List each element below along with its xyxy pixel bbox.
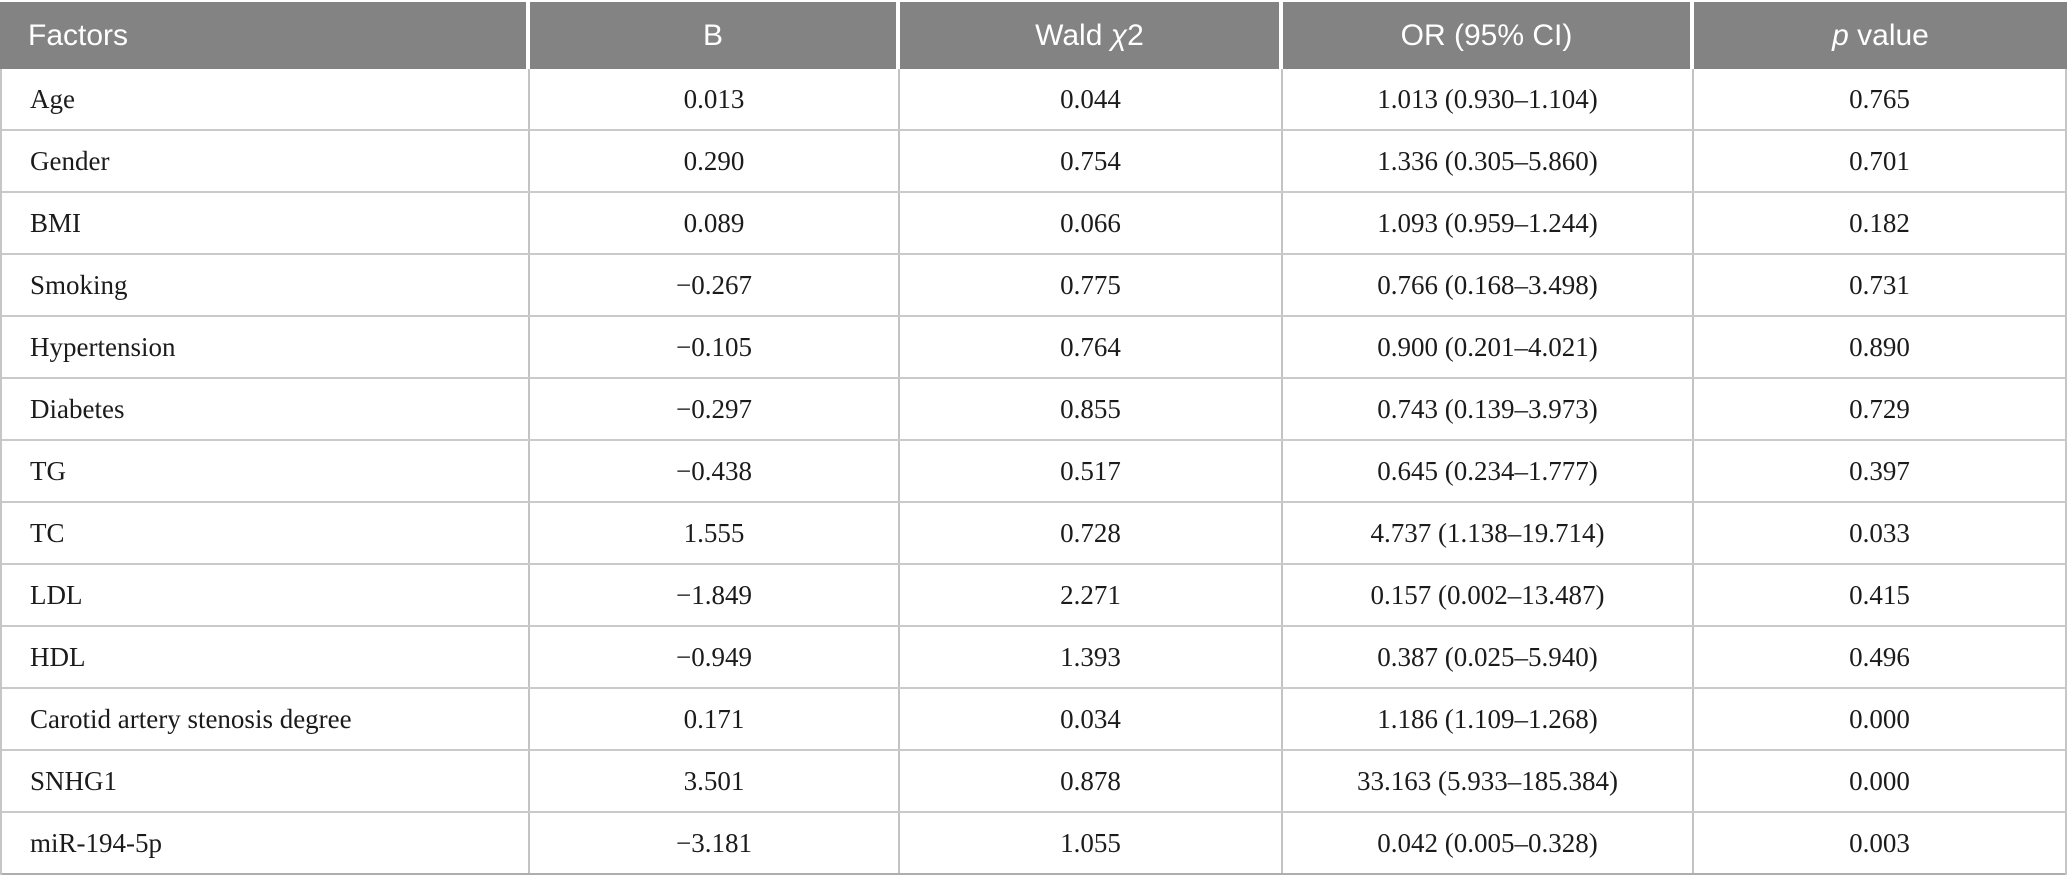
factor-cell: Hypertension	[2, 317, 530, 377]
header-p-value: p value	[1694, 2, 2067, 69]
header-p-rest: value	[1848, 18, 1929, 52]
wald-cell: 0.066	[900, 193, 1283, 253]
table-row: TC 1.555 0.728 4.737 (1.138–19.714) 0.03…	[2, 503, 2065, 565]
wald-cell: 0.855	[900, 379, 1283, 439]
factor-cell: TC	[2, 503, 530, 563]
p-value-cell: 0.731	[1849, 269, 1910, 300]
b-cell: 1.555	[530, 503, 900, 563]
b-cell: −1.849	[530, 565, 900, 625]
header-wald-prefix: Wald	[1035, 18, 1111, 52]
factor-cell: SNHG1	[2, 751, 530, 811]
factor-cell: TG	[2, 441, 530, 501]
b-cell: −3.181	[530, 813, 900, 873]
wald-cell: 0.034	[900, 689, 1283, 749]
wald-cell: 0.764	[900, 317, 1283, 377]
or-ci-cell: 1.013 (0.930–1.104)	[1283, 69, 1694, 129]
p-value-cell: 0.000	[1849, 703, 1910, 734]
table-row: BMI 0.089 0.066 1.093 (0.959–1.244) 0.18…	[2, 193, 2065, 255]
table-row: HDL −0.949 1.393 0.387 (0.025–5.940) 0.4…	[2, 627, 2065, 689]
factor-cell: Gender	[2, 131, 530, 191]
wald-cell: 1.055	[900, 813, 1283, 873]
wald-cell: 2.271	[900, 565, 1283, 625]
header-b-label: B	[702, 18, 723, 52]
header-or-ci-label: OR (95% CI)	[1400, 18, 1573, 52]
wald-cell: 0.878	[900, 751, 1283, 811]
b-cell: −0.949	[530, 627, 900, 687]
table-body: Age 0.013 0.044 1.013 (0.930–1.104) 0.76…	[0, 69, 2067, 875]
header-p-italic: p	[1832, 18, 1849, 52]
b-cell: 3.501	[530, 751, 900, 811]
table-row: LDL −1.849 2.271 0.157 (0.002–13.487) 0.…	[2, 565, 2065, 627]
header-wald-chi-glyph: χ	[1110, 18, 1128, 52]
wald-cell: 0.517	[900, 441, 1283, 501]
p-value-cell: 0.729	[1849, 393, 1910, 424]
header-factors: Factors	[0, 2, 530, 69]
table-row: Gender 0.290 0.754 1.336 (0.305–5.860) 0…	[2, 131, 2065, 193]
b-cell: 0.013	[530, 69, 900, 129]
table-row: Diabetes −0.297 0.855 0.743 (0.139–3.973…	[2, 379, 2065, 441]
p-value-cell: 0.033	[1849, 517, 1910, 548]
table-row: Hypertension −0.105 0.764 0.900 (0.201–4…	[2, 317, 2065, 379]
p-value-cell: 0.701	[1849, 145, 1910, 176]
factor-cell: miR-194-5p	[2, 813, 530, 873]
b-cell: 0.290	[530, 131, 900, 191]
table-row: SNHG1 3.501 0.878 33.163 (5.933–185.384)…	[2, 751, 2065, 813]
factor-cell: Age	[2, 69, 530, 129]
p-value-cell: 0.765	[1849, 83, 1910, 114]
wald-cell: 0.728	[900, 503, 1283, 563]
or-ci-cell: 0.766 (0.168–3.498)	[1283, 255, 1694, 315]
b-cell: −0.105	[530, 317, 900, 377]
factor-cell: BMI	[2, 193, 530, 253]
or-ci-cell: 1.186 (1.109–1.268)	[1283, 689, 1694, 749]
p-value-cell: 0.000	[1849, 765, 1910, 796]
p-value-cell: 0.397	[1849, 455, 1910, 486]
b-cell: 0.171	[530, 689, 900, 749]
or-ci-cell: 4.737 (1.138–19.714)	[1283, 503, 1694, 563]
factor-cell: Carotid artery stenosis degree	[2, 689, 530, 749]
factor-cell: Smoking	[2, 255, 530, 315]
p-value-cell: 0.003	[1849, 827, 1910, 858]
or-ci-cell: 0.387 (0.025–5.940)	[1283, 627, 1694, 687]
or-ci-cell: 0.645 (0.234–1.777)	[1283, 441, 1694, 501]
wald-cell: 1.393	[900, 627, 1283, 687]
b-cell: −0.267	[530, 255, 900, 315]
table-row: miR-194-5p −3.181 1.055 0.042 (0.005–0.3…	[2, 813, 2065, 875]
b-cell: 0.089	[530, 193, 900, 253]
table-row: TG −0.438 0.517 0.645 (0.234–1.777) 0.39…	[2, 441, 2065, 503]
p-value-cell: 0.182	[1849, 207, 1910, 238]
p-value-cell: 0.890	[1849, 331, 1910, 362]
factor-cell: Diabetes	[2, 379, 530, 439]
table-row: Carotid artery stenosis degree 0.171 0.0…	[2, 689, 2065, 751]
or-ci-cell: 1.336 (0.305–5.860)	[1283, 131, 1694, 191]
factor-cell: LDL	[2, 565, 530, 625]
or-ci-cell: 1.093 (0.959–1.244)	[1283, 193, 1694, 253]
or-ci-cell: 0.042 (0.005–0.328)	[1283, 813, 1694, 873]
or-ci-cell: 0.900 (0.201–4.021)	[1283, 317, 1694, 377]
or-ci-cell: 0.743 (0.139–3.973)	[1283, 379, 1694, 439]
table-row: Age 0.013 0.044 1.013 (0.930–1.104) 0.76…	[2, 69, 2065, 131]
table-row: Smoking −0.267 0.775 0.766 (0.168–3.498)…	[2, 255, 2065, 317]
header-factors-label: Factors	[28, 18, 129, 52]
wald-cell: 0.754	[900, 131, 1283, 191]
wald-cell: 0.775	[900, 255, 1283, 315]
header-b: B	[530, 2, 900, 69]
wald-cell: 0.044	[900, 69, 1283, 129]
b-cell: −0.438	[530, 441, 900, 501]
p-value-cell: 0.496	[1849, 641, 1910, 672]
b-cell: −0.297	[530, 379, 900, 439]
or-ci-cell: 0.157 (0.002–13.487)	[1283, 565, 1694, 625]
factor-cell: HDL	[2, 627, 530, 687]
or-ci-cell: 33.163 (5.933–185.384)	[1283, 751, 1694, 811]
header-or-ci: OR (95% CI)	[1283, 2, 1694, 69]
p-value-cell: 0.415	[1849, 579, 1910, 610]
header-wald-suffix: 2	[1127, 18, 1144, 52]
